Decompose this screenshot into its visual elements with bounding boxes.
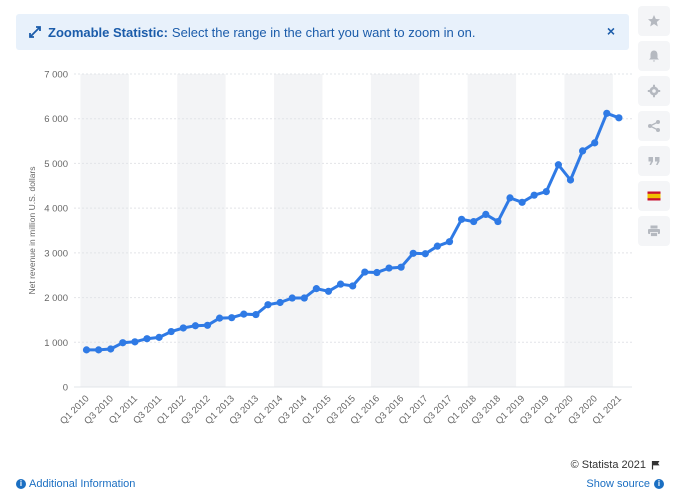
data-point[interactable] bbox=[216, 314, 224, 322]
cite-button[interactable] bbox=[638, 146, 670, 176]
data-point[interactable] bbox=[179, 324, 187, 332]
y-tick-label: 5 000 bbox=[44, 159, 68, 170]
copyright-text: © Statista 2021 bbox=[570, 459, 646, 471]
print-icon bbox=[648, 225, 660, 237]
data-point[interactable] bbox=[591, 139, 599, 147]
data-point[interactable] bbox=[470, 217, 478, 226]
data-point[interactable] bbox=[143, 335, 151, 343]
year-stripe bbox=[177, 74, 226, 387]
share-icon bbox=[648, 120, 660, 132]
info-icon: i bbox=[16, 479, 26, 489]
quote-icon bbox=[648, 157, 660, 165]
year-stripe bbox=[80, 74, 129, 387]
notification-button[interactable] bbox=[638, 41, 670, 71]
toolbar bbox=[638, 6, 672, 251]
flag-icon bbox=[647, 191, 661, 201]
y-tick-label: 0 bbox=[63, 383, 68, 394]
data-point[interactable] bbox=[409, 249, 417, 257]
data-point[interactable] bbox=[324, 287, 333, 295]
close-banner-button[interactable]: × bbox=[606, 23, 615, 39]
y-tick-label: 4 000 bbox=[44, 204, 68, 215]
y-tick-label: 2 000 bbox=[44, 293, 68, 304]
data-point[interactable] bbox=[433, 242, 441, 250]
data-point[interactable] bbox=[421, 250, 429, 258]
data-point[interactable] bbox=[240, 310, 248, 318]
data-point[interactable] bbox=[312, 285, 320, 293]
data-point[interactable] bbox=[445, 238, 454, 246]
data-point[interactable] bbox=[349, 282, 357, 290]
line-chart[interactable]: 0 1 000 2 000 3 000 4 000 5 000 6 000 7 000 Net … bbox=[0, 0, 675, 470]
data-point[interactable] bbox=[361, 268, 369, 276]
data-point[interactable] bbox=[506, 194, 514, 202]
print-button[interactable] bbox=[638, 216, 670, 246]
y-tick-label: 7 000 bbox=[44, 70, 68, 81]
year-stripe bbox=[370, 74, 420, 387]
data-point[interactable] bbox=[385, 264, 393, 272]
data-point[interactable] bbox=[107, 345, 115, 353]
data-point[interactable] bbox=[482, 210, 490, 219]
expand-arrows-icon bbox=[29, 26, 41, 38]
bell-icon bbox=[649, 50, 659, 62]
data-point[interactable] bbox=[300, 294, 308, 302]
data-point[interactable] bbox=[615, 114, 623, 122]
data-point[interactable] bbox=[95, 346, 103, 354]
banner-title: Zoomable Statistic: bbox=[48, 24, 168, 40]
y-tick-label: 3 000 bbox=[44, 248, 68, 259]
share-button[interactable] bbox=[638, 111, 670, 141]
banner-text: Select the range in the chart you want t… bbox=[171, 24, 476, 40]
data-point[interactable] bbox=[276, 298, 284, 307]
y-tick-label: 1 000 bbox=[44, 338, 68, 349]
data-point[interactable] bbox=[530, 191, 538, 199]
language-button[interactable] bbox=[638, 181, 670, 211]
data-point[interactable] bbox=[228, 314, 236, 322]
data-point[interactable] bbox=[155, 333, 163, 341]
show-source-label: Show source bbox=[586, 478, 650, 490]
info-icon: i bbox=[654, 479, 664, 489]
favorite-button[interactable] bbox=[638, 6, 670, 36]
year-stripe bbox=[467, 74, 517, 387]
y-tick-label: 6 000 bbox=[44, 114, 68, 125]
year-stripe bbox=[274, 74, 323, 387]
data-point[interactable] bbox=[191, 322, 199, 330]
additional-info-label: Additional Information bbox=[29, 478, 136, 490]
data-point[interactable] bbox=[119, 339, 127, 347]
data-point[interactable] bbox=[566, 176, 575, 184]
data-point[interactable] bbox=[518, 198, 526, 206]
copyright: © Statista 2021 bbox=[571, 459, 661, 471]
settings-button[interactable] bbox=[638, 76, 670, 106]
flag-report-icon[interactable] bbox=[651, 460, 661, 470]
gear-icon bbox=[647, 84, 661, 98]
data-point[interactable] bbox=[579, 147, 587, 155]
data-point[interactable] bbox=[264, 301, 272, 309]
data-point[interactable] bbox=[542, 187, 550, 196]
star-icon bbox=[648, 15, 660, 27]
data-point[interactable] bbox=[131, 338, 139, 346]
data-point[interactable] bbox=[337, 280, 345, 288]
data-point[interactable] bbox=[288, 294, 296, 302]
data-point[interactable] bbox=[397, 263, 405, 271]
data-point[interactable] bbox=[554, 161, 563, 169]
y-axis-label: Net revenue in million U.S. dollars bbox=[27, 166, 37, 294]
data-point[interactable] bbox=[203, 321, 212, 329]
data-point[interactable] bbox=[458, 215, 466, 223]
data-point[interactable] bbox=[252, 310, 260, 319]
year-stripe bbox=[564, 74, 613, 387]
data-point[interactable] bbox=[373, 268, 381, 277]
data-point[interactable] bbox=[494, 217, 502, 226]
series-line bbox=[86, 111, 620, 352]
data-point[interactable] bbox=[82, 346, 91, 354]
data-point[interactable] bbox=[603, 109, 611, 117]
zoom-banner: Zoomable Statistic: Select the range in … bbox=[16, 14, 629, 50]
data-point[interactable] bbox=[167, 327, 175, 336]
additional-info-link[interactable]: i Additional Information bbox=[16, 478, 135, 490]
show-source-link[interactable]: Show source i bbox=[586, 478, 664, 490]
